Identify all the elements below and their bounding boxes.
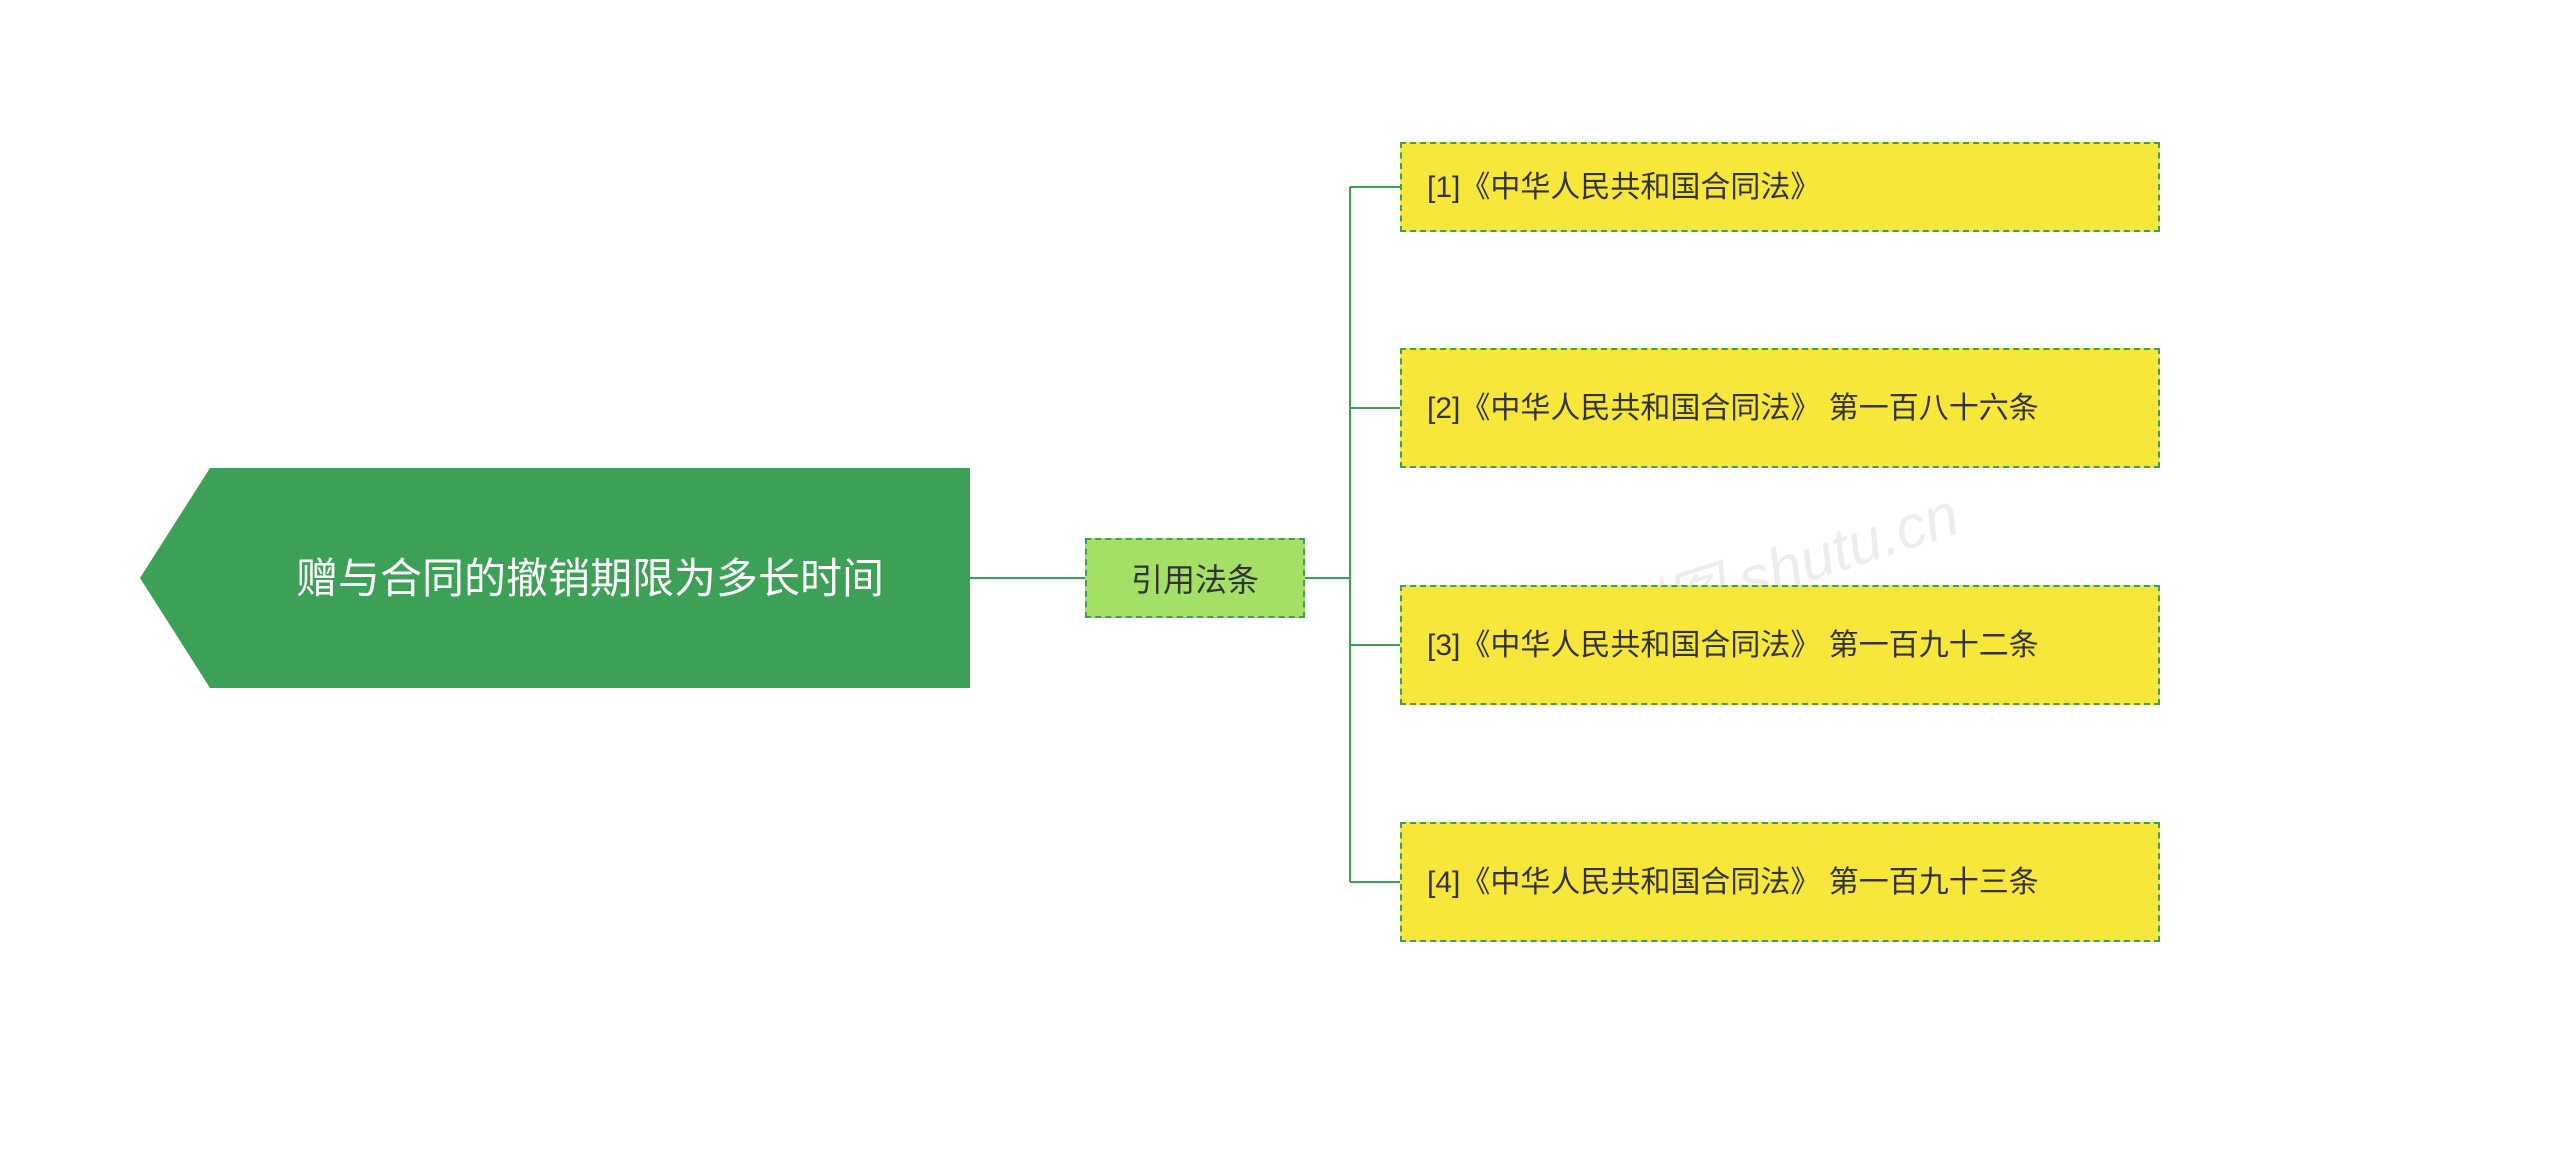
sub-node-label: 引用法条 <box>1131 555 1259 601</box>
leaf-node[interactable]: [2]《中华人民共和国合同法》 第一百八十六条 <box>1400 348 2160 468</box>
leaf-node[interactable]: [1]《中华人民共和国合同法》 <box>1400 142 2160 232</box>
leaf-node[interactable]: [3]《中华人民共和国合同法》 第一百九十二条 <box>1400 585 2160 705</box>
root-node[interactable]: 赠与合同的撤销期限为多长时间 <box>210 468 970 688</box>
leaf-node-label: [4]《中华人民共和国合同法》 第一百九十三条 <box>1427 860 2039 905</box>
sub-node-citations[interactable]: 引用法条 <box>1085 538 1305 618</box>
root-arrow-left <box>140 468 210 688</box>
leaf-node-label: [3]《中华人民共和国合同法》 第一百九十二条 <box>1427 623 2039 668</box>
leaf-node[interactable]: [4]《中华人民共和国合同法》 第一百九十三条 <box>1400 822 2160 942</box>
leaf-node-label: [1]《中华人民共和国合同法》 <box>1427 165 1820 210</box>
mindmap-canvas: 树图 shutu.cn 树图 shutu.cn 赠与合同的撤销期限为多长时间 引… <box>0 0 2560 1167</box>
root-node-label: 赠与合同的撤销期限为多长时间 <box>296 547 884 610</box>
leaf-node-label: [2]《中华人民共和国合同法》 第一百八十六条 <box>1427 386 2039 431</box>
